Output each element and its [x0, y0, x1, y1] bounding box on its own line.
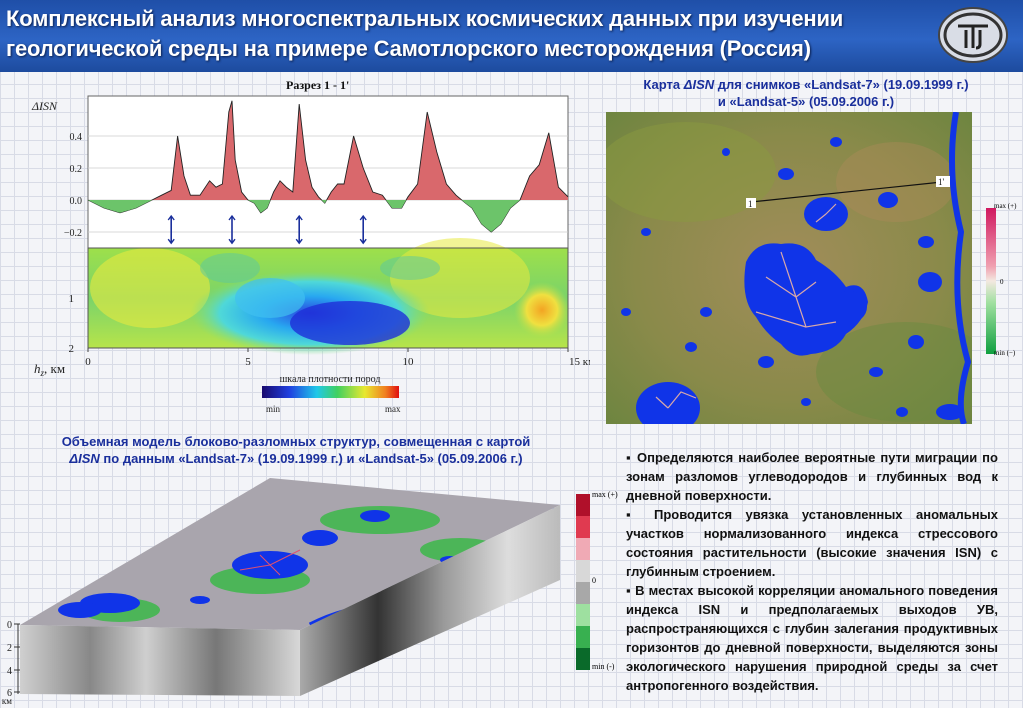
- legend-swatch-1: [576, 494, 590, 516]
- y-tick-label: 0.4: [70, 132, 83, 143]
- legend-swatch-8: [576, 648, 590, 670]
- distance-axis: 0 5 10 15 км: [85, 348, 590, 368]
- block-depth-label: 0: [7, 620, 12, 631]
- legend-swatch-2: [576, 516, 590, 538]
- block-front-face: [20, 625, 300, 696]
- density-max-label: max: [385, 404, 401, 414]
- legend-swatch-3: [576, 538, 590, 560]
- isn-axis-label: ΔISN: [31, 99, 58, 113]
- block-depth-label: 6: [7, 688, 12, 699]
- depth-tick-label: 2: [69, 343, 75, 355]
- y-tick-label: 0.0: [70, 196, 83, 207]
- block-caption-isn: ΔISN: [69, 451, 100, 466]
- findings-list: ▪ Определяются наиболее вероятные пути м…: [626, 448, 998, 695]
- section-title: Разрез 1 - 1': [286, 78, 350, 92]
- map-caption-pre: Карта: [643, 77, 684, 92]
- fault-markers: [167, 214, 367, 245]
- finding-item: ▪ В местах высокой корреляции аномальног…: [626, 583, 998, 693]
- x-tick-label: 0: [85, 356, 91, 368]
- negative-area-fill: [88, 200, 568, 232]
- fault-marker-head: [295, 214, 303, 245]
- map-caption-line2: и «Landsat-5» (05.09.2006 г.): [717, 94, 895, 109]
- negative-anomaly-area: [88, 200, 568, 232]
- page-title: Комплексный анализ многоспектральных кос…: [6, 4, 916, 64]
- block-depth-label: 2: [7, 643, 12, 654]
- section-start-label: 1: [748, 199, 753, 209]
- block-depth-unit: км: [2, 696, 12, 706]
- finding-item: ▪ Проводится увязка установленных аномал…: [626, 507, 998, 579]
- x-tick-label: 15 км: [569, 356, 590, 368]
- legend-swatch-5: [576, 582, 590, 604]
- section-end-label: 1': [938, 177, 945, 187]
- density-color-scale: [262, 386, 399, 398]
- fault-marker-head: [359, 214, 367, 245]
- y-tick-label: −0.2: [64, 228, 82, 239]
- river: [949, 112, 972, 424]
- fault-marker-head: [228, 214, 236, 245]
- depth-tick-label: 1: [69, 293, 75, 305]
- fault-lines: [655, 203, 837, 409]
- x-tick-label: 5: [245, 356, 251, 368]
- block-caption-line2: по данным «Landsat-7» (19.09.1999 г.) и …: [99, 451, 523, 466]
- isn-map: 1 1': [606, 112, 972, 424]
- map-legend-min: min (−): [994, 349, 1016, 357]
- legend-swatch-7: [576, 626, 590, 648]
- hz-axis-label: hz, км: [34, 361, 65, 378]
- block-legend-max: max (+): [592, 490, 618, 499]
- fault-marker-head: [167, 214, 175, 245]
- map-legend-max: max (+): [994, 202, 1017, 210]
- map-caption-post: для снимков «Landsat-7» (19.09.1999 г.): [714, 77, 969, 92]
- legend-swatch-4: [576, 560, 590, 582]
- title-line-1: Комплексный анализ многоспектральных кос…: [6, 6, 844, 31]
- density-section: [87, 238, 570, 355]
- section-line: [750, 181, 943, 203]
- map-legend-zero: 0: [1000, 278, 1004, 286]
- y-tick-label: 0.2: [70, 164, 83, 175]
- block-depth-axis: 0 2 4 6км: [2, 620, 20, 706]
- header-banner: Комплексный анализ многоспектральных кос…: [0, 0, 1023, 72]
- lakes: [621, 137, 964, 424]
- x-tick-label: 10: [403, 356, 415, 368]
- block-model-3d: 0 2 4 6км: [2, 478, 560, 706]
- isn-series-line: [87, 100, 569, 233]
- profile-chart: 0.4 0.2 0.0 −0.2 ΔISN: [31, 95, 590, 414]
- title-line-2: геологической среды на примере Самотлорс…: [6, 36, 811, 61]
- block-depth-label: 4: [7, 666, 12, 677]
- density-min-label: min: [266, 404, 281, 414]
- isn-y-axis: 0.4 0.2 0.0 −0.2: [64, 132, 82, 239]
- block-side-face: [300, 505, 560, 696]
- university-logo: [938, 7, 1008, 63]
- positive-anomaly-area: [87, 100, 569, 233]
- block-model-caption: Объемная модель блоково-разломных структ…: [6, 433, 586, 467]
- block-caption-line1: Объемная модель блоково-разломных структ…: [61, 434, 531, 449]
- block-legend-min: min (-): [592, 662, 615, 671]
- depth-axis: 12: [69, 293, 75, 355]
- block-legend-zero: 0: [592, 576, 596, 585]
- map-caption: Карта ΔISN для снимков «Landsat-7» (19.0…: [596, 76, 1016, 110]
- map-caption-isn: ΔISN: [683, 77, 715, 92]
- density-scale-label: шкала плотности пород: [280, 374, 381, 385]
- legend-swatch-6: [576, 604, 590, 626]
- finding-item: ▪ Определяются наиболее вероятные пути м…: [626, 450, 998, 503]
